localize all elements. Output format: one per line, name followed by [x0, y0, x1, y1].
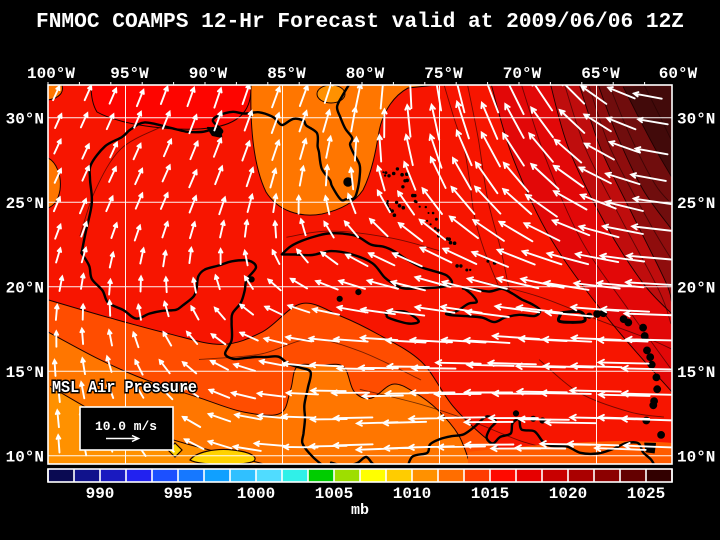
svg-text:10°N: 10°N — [677, 448, 715, 466]
svg-text:100°W: 100°W — [27, 65, 75, 83]
svg-text:95°W: 95°W — [110, 65, 149, 83]
svg-text:995: 995 — [164, 485, 193, 503]
svg-text:1015: 1015 — [471, 485, 509, 503]
svg-text:990: 990 — [86, 485, 115, 503]
svg-text:70°W: 70°W — [503, 65, 542, 83]
svg-text:15°N: 15°N — [6, 364, 44, 382]
svg-text:20°N: 20°N — [6, 279, 44, 297]
svg-text:75°W: 75°W — [424, 65, 463, 83]
svg-text:25°N: 25°N — [6, 195, 44, 213]
svg-text:80°W: 80°W — [346, 65, 385, 83]
svg-text:20°N: 20°N — [677, 279, 715, 297]
svg-text:30°N: 30°N — [6, 110, 44, 128]
svg-text:10.0 m/s: 10.0 m/s — [95, 419, 157, 434]
svg-text:85°W: 85°W — [267, 65, 306, 83]
svg-text:65°W: 65°W — [581, 65, 620, 83]
svg-text:1005: 1005 — [315, 485, 353, 503]
svg-text:90°W: 90°W — [189, 65, 228, 83]
svg-text:1025: 1025 — [627, 485, 665, 503]
svg-text:60°W: 60°W — [659, 65, 698, 83]
svg-text:25°N: 25°N — [677, 195, 715, 213]
svg-text:FNMOC COAMPS 12-Hr Forecast va: FNMOC COAMPS 12-Hr Forecast valid at 200… — [36, 11, 684, 34]
svg-text:mb: mb — [351, 502, 369, 519]
svg-text:30°N: 30°N — [677, 110, 715, 128]
svg-text:MSL Air Pressure: MSL Air Pressure — [52, 379, 197, 398]
svg-text:1020: 1020 — [549, 485, 587, 503]
svg-text:1000: 1000 — [237, 485, 275, 503]
svg-text:1010: 1010 — [393, 485, 431, 503]
svg-text:10°N: 10°N — [6, 448, 44, 466]
svg-text:15°N: 15°N — [677, 364, 715, 382]
